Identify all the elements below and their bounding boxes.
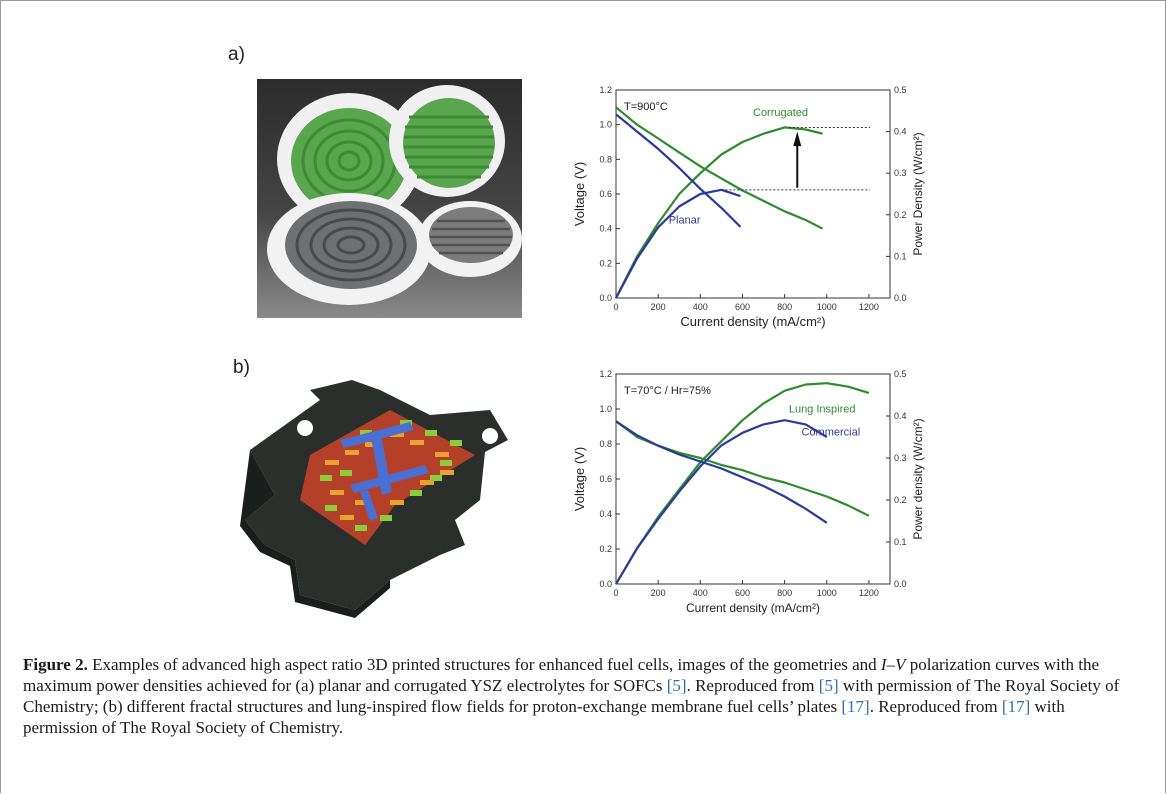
x-tick-label: 1000	[817, 302, 837, 312]
y-tick-label: 0.6	[599, 189, 612, 199]
series-line-commercial-voltage	[615, 420, 828, 524]
x-tick-label: 800	[777, 302, 792, 312]
x-tick-label: 0	[613, 302, 618, 312]
caption-iv-term: I–V	[880, 655, 906, 674]
caption-text-6: with permission of The Royal Society of …	[23, 697, 1065, 737]
lung-inspired-flow-field-plate-icon	[240, 380, 520, 620]
series-line-corrugated-voltage	[615, 106, 824, 230]
y2-tick-label: 0.5	[894, 85, 907, 95]
y2-tick-label: 0.5	[894, 369, 907, 379]
y2-tick-label: 0.4	[894, 127, 907, 137]
panel-a-photo	[257, 79, 522, 318]
series-label-lung-inspired: Lung Inspired	[789, 404, 856, 416]
figure-frame-right-border	[1165, 0, 1166, 793]
y-tick-label: 0.2	[599, 258, 612, 268]
y2-tick-label: 0.2	[894, 495, 907, 505]
y-tick-label: 0.4	[599, 224, 612, 234]
y-tick-label: 1.0	[599, 120, 612, 130]
series-line-planar-power	[615, 188, 741, 299]
improvement-arrow-head	[793, 131, 802, 147]
y-tick-label: 0.8	[599, 439, 612, 449]
caption-text-4: with permission of The Royal Society of …	[23, 676, 1120, 716]
y-tick-label: 1.0	[599, 404, 612, 414]
y2-tick-label: 0.0	[894, 579, 907, 589]
caption-ref-5-b[interactable]: [5]	[818, 676, 839, 695]
plot-frame	[615, 89, 891, 299]
x-tick-label: 600	[735, 588, 750, 598]
y2-tick-label: 0.3	[894, 168, 907, 178]
series-line-lung-inspired-power	[615, 382, 870, 585]
caption-text-5: . Reproduced from	[869, 697, 1002, 716]
y-tick-label: 0.0	[599, 293, 612, 303]
series-label-planar: Planar	[669, 214, 701, 226]
x-tick-label: 200	[651, 588, 666, 598]
y-tick-label: 0.2	[599, 544, 612, 554]
caption-ref-17-b[interactable]: [17]	[1001, 697, 1031, 716]
series-line-corrugated-power	[615, 126, 823, 299]
x-tick-label: 600	[735, 302, 750, 312]
y2-tick-label: 0.3	[894, 453, 907, 463]
y2-tick-label: 0.0	[894, 293, 907, 303]
caption-ref-17-a[interactable]: [17]	[841, 697, 870, 716]
y2-tick-label: 0.1	[894, 251, 907, 261]
panel-b-chart: 0 200 400 600 800 1000 1200 0.0 0.2 0.4 0.6 0.8 1.0 1…	[572, 369, 925, 615]
y2-axis-label: Power density (W/cm²)	[911, 418, 925, 539]
series-line-planar-voltage	[615, 113, 742, 228]
x-tick-label: 400	[693, 302, 708, 312]
series-label-commercial: Commercial	[801, 426, 860, 438]
figure-caption: Figure 2. Examples of advanced high aspe…	[23, 654, 1143, 738]
y2-tick-label: 0.2	[894, 210, 907, 220]
y2-tick-label: 0.1	[894, 537, 907, 547]
x-tick-label: 0	[613, 588, 618, 598]
x-tick-label: 200	[651, 302, 666, 312]
caption-text-3: . Reproduced from	[686, 676, 819, 695]
y2-tick-label: 0.4	[894, 411, 907, 421]
caption-ref-5-a[interactable]: [5]	[666, 676, 687, 695]
x-tick-label: 1200	[859, 588, 879, 598]
y-tick-label: 0.8	[599, 154, 612, 164]
y-axis-label: Voltage (V)	[572, 447, 587, 511]
x-axis-label: Current density (mA/cm²)	[686, 601, 820, 615]
panel-a-chart: 0 200 400 600 800 1000 1200 0.0 0.2 0.4 0.6 0.8 1.0 1…	[572, 85, 925, 329]
panel-label-b: b)	[233, 357, 250, 378]
series-label-corrugated: Corrugated	[753, 107, 808, 119]
y-tick-label: 0.0	[599, 579, 612, 589]
y-axis-label: Voltage (V)	[572, 162, 587, 226]
caption-text-1: Examples of advanced high aspect ratio 3…	[87, 655, 881, 674]
x-tick-label: 800	[777, 588, 792, 598]
x-axis-label: Current density (mA/cm²)	[680, 314, 825, 329]
y-tick-label: 0.6	[599, 474, 612, 484]
chart-annotation: T=70°C / Hr=75%	[624, 385, 711, 397]
caption-figure-label: Figure 2.	[23, 655, 88, 674]
panel-label-a: a)	[228, 44, 245, 65]
panel-b-photo	[240, 380, 520, 620]
x-tick-label: 400	[693, 588, 708, 598]
caption-text-2: polarization curves with the maximum pow…	[23, 655, 1100, 695]
y-tick-label: 1.2	[599, 369, 612, 379]
y-tick-label: 0.4	[599, 509, 612, 519]
fuel-cell-electrolyte-discs-icon	[257, 79, 522, 318]
x-tick-label: 1000	[817, 588, 837, 598]
series-line-commercial-power	[615, 419, 828, 585]
x-tick-label: 1200	[859, 302, 879, 312]
y2-axis-label: Power Density (W/cm²)	[911, 132, 925, 255]
chart-annotation: T=900°C	[624, 101, 668, 113]
y-tick-label: 1.2	[599, 85, 612, 95]
